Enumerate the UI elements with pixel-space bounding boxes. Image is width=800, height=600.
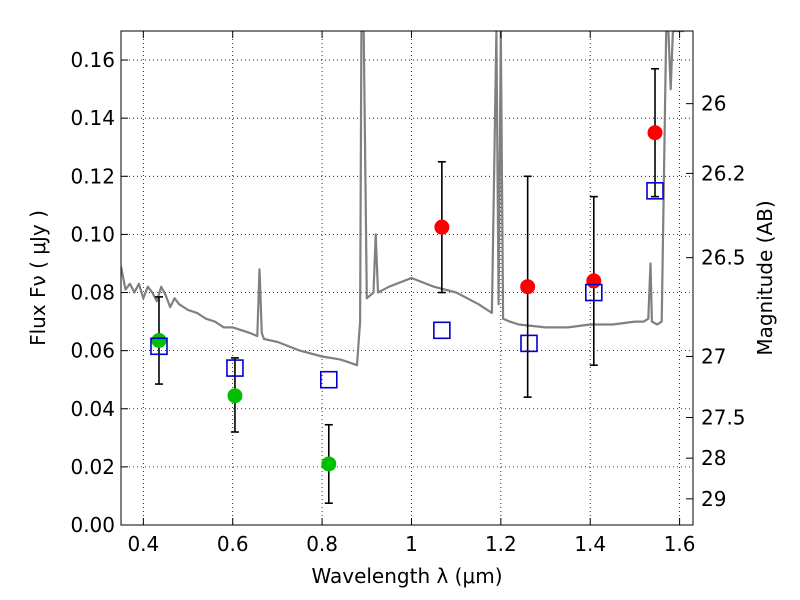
model-point <box>520 334 538 353</box>
magnitude-tick-label: 27 <box>701 344 726 368</box>
model-point <box>226 359 244 377</box>
model-point <box>433 321 451 340</box>
model-point <box>319 370 338 389</box>
magnitude-tick-label: 26.5 <box>701 246 746 270</box>
y-tick-label: 0.14 <box>70 106 115 130</box>
data-point <box>151 332 167 348</box>
x-tick-label: 1.6 <box>664 532 696 556</box>
y-axis-label: Flux Fν ( μJy ) <box>26 210 50 346</box>
data-point <box>434 219 450 235</box>
y-axis-right-label: Magnitude (AB) <box>753 200 777 355</box>
error-bars <box>154 67 660 505</box>
x-tick-label: 1.2 <box>485 532 517 556</box>
data-point <box>321 456 337 472</box>
data-point <box>520 279 536 295</box>
model-point <box>646 182 664 200</box>
plot-frame <box>120 30 694 526</box>
data-point <box>647 125 663 141</box>
magnitude-tick-label: 27.5 <box>701 405 746 429</box>
x-tick-label: 0.4 <box>127 532 159 556</box>
model-point <box>584 283 603 302</box>
axis-ticks: 0.4 0.6 0.8 1 1.2 1.4 1.6 0.00 0.02 0.04 0.06 0.08 0… <box>70 31 746 556</box>
data-point <box>227 388 243 404</box>
magnitude-tick-label: 26.2 <box>701 161 746 185</box>
y-tick-label: 0.08 <box>70 281 115 305</box>
x-tick-label: 1.4 <box>574 532 606 556</box>
x-axis-label: Wavelength λ (μm) <box>311 564 502 588</box>
model-point <box>150 337 168 356</box>
y-tick-label: 0.06 <box>70 339 115 363</box>
magnitude-tick-label: 28 <box>701 446 726 470</box>
spectrum-line <box>121 31 685 367</box>
y-tick-label: 0.04 <box>70 397 115 421</box>
model-spectrum <box>121 31 685 367</box>
x-tick-label: 0.8 <box>306 532 338 556</box>
data-markers <box>150 125 664 472</box>
y-tick-label: 0.10 <box>70 222 115 246</box>
magnitude-tick-label: 29 <box>701 487 726 511</box>
data-point <box>586 273 602 289</box>
y-tick-label: 0.00 <box>70 513 115 537</box>
y-tick-label: 0.16 <box>70 48 115 72</box>
x-tick-label: 0.6 <box>217 532 249 556</box>
x-tick-label: 1 <box>405 532 418 556</box>
y-tick-label: 0.02 <box>70 455 115 479</box>
gridlines <box>121 31 693 526</box>
magnitude-tick-label: 26 <box>701 92 726 116</box>
y-tick-label: 0.12 <box>70 164 115 188</box>
